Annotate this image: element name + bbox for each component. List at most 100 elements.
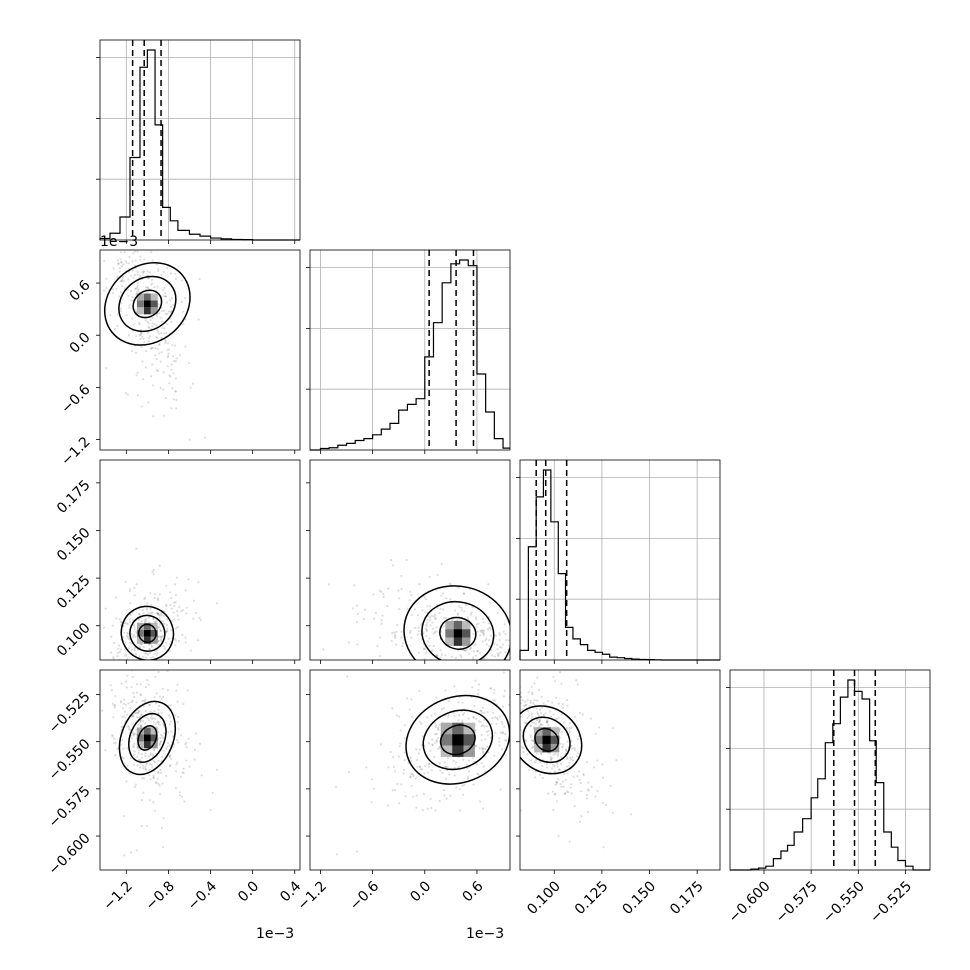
- scatter-point: [380, 619, 383, 622]
- scatter-point: [144, 686, 147, 689]
- scatter-point: [560, 713, 563, 716]
- scatter-point: [136, 711, 139, 715]
- scatter-point: [487, 622, 490, 625]
- scatter-point: [175, 407, 178, 410]
- scatter-point: [522, 750, 525, 754]
- scatter-point: [135, 665, 137, 667]
- scatter-point: [154, 354, 157, 357]
- scatter-point: [434, 741, 437, 745]
- scatter-point: [474, 616, 478, 619]
- scatter-point: [110, 635, 113, 638]
- scatter-point: [159, 741, 162, 744]
- scatter-point: [435, 626, 438, 629]
- scatter-point: [157, 599, 160, 602]
- scatter-point: [463, 712, 466, 715]
- scatter-point: [392, 564, 395, 567]
- scatter-point: [127, 334, 130, 337]
- scatter-point: [198, 742, 202, 746]
- scatter-point: [167, 731, 170, 734]
- scatter-point: [394, 636, 397, 639]
- scatter-point: [480, 629, 483, 632]
- scatter-point: [147, 340, 150, 343]
- scatter-point: [166, 356, 169, 359]
- scatter-point: [458, 714, 461, 717]
- scatter-point: [356, 604, 359, 607]
- scatter-point: [112, 657, 115, 660]
- scatter-point: [147, 755, 150, 758]
- scatter-point: [163, 622, 166, 626]
- scatter-point: [143, 699, 146, 702]
- scatter-point: [466, 763, 469, 766]
- scatter-point: [182, 771, 185, 774]
- scatter-point: [173, 601, 176, 604]
- scatter-point: [571, 747, 574, 750]
- scatter-point: [169, 305, 173, 308]
- scatter-point: [565, 749, 568, 752]
- scatter-point: [435, 653, 438, 657]
- scatter-point: [504, 739, 508, 742]
- scatter-point: [158, 332, 161, 336]
- scatter-point: [533, 721, 536, 724]
- scatter-point: [382, 595, 385, 599]
- scatter-point: [103, 289, 106, 292]
- scatter-point: [609, 784, 612, 787]
- scatter-point: [570, 744, 573, 748]
- hist-panel-1: [306, 249, 511, 454]
- scatter-point: [564, 778, 567, 781]
- scatter-point: [167, 310, 170, 313]
- scatter-point: [161, 634, 164, 637]
- scatter-point: [153, 696, 156, 699]
- scatter-point: [467, 717, 470, 720]
- contour-line: [439, 724, 476, 756]
- scatter-point: [496, 611, 499, 615]
- scatter-point: [511, 634, 513, 636]
- scatter-point: [471, 606, 474, 609]
- scatter-point: [138, 665, 140, 667]
- scatter-point: [487, 666, 489, 668]
- scatter-point: [168, 755, 171, 758]
- scatter-point: [408, 708, 411, 711]
- scatter-point: [478, 651, 481, 655]
- scatter-point: [463, 649, 466, 652]
- scatter-point: [540, 764, 544, 768]
- scatter-point: [585, 797, 589, 800]
- scatter-point: [184, 589, 187, 592]
- density-block: [150, 636, 158, 644]
- panel-bg: [520, 460, 720, 660]
- scatter-point: [165, 605, 168, 608]
- scatter-point: [170, 629, 173, 632]
- scatter-point: [561, 780, 565, 783]
- scatter-point: [422, 632, 425, 636]
- scatter-point: [198, 616, 201, 620]
- scatter-point: [130, 701, 133, 704]
- scatter-point: [130, 851, 133, 854]
- scatter-point: [120, 620, 123, 623]
- scatter-point: [477, 688, 480, 692]
- scatter-point: [428, 575, 431, 578]
- scatter-point: [145, 350, 148, 353]
- scatter-point: [512, 697, 514, 699]
- scatter-point: [481, 807, 485, 810]
- scatter-point: [162, 270, 165, 274]
- scatter-point: [540, 752, 543, 756]
- scatter-point: [157, 771, 160, 774]
- scatter-point: [545, 721, 548, 724]
- scatter-point: [581, 713, 584, 716]
- scatter-point: [550, 759, 553, 762]
- scatter-point: [126, 632, 130, 635]
- scatter-point: [512, 692, 514, 694]
- scatter-point: [122, 263, 125, 266]
- scatter-point: [150, 611, 153, 614]
- scatter-point: [558, 727, 562, 731]
- scatter-point: [165, 641, 168, 644]
- scatter-point: [197, 318, 200, 321]
- scatter-point: [435, 739, 438, 742]
- scatter-point: [129, 274, 133, 277]
- scatter-point: [423, 772, 426, 775]
- scatter-point: [552, 675, 555, 679]
- scatter-point: [168, 649, 171, 652]
- scatter-point: [158, 616, 161, 619]
- scatter-point: [424, 611, 427, 614]
- scatter-point: [129, 602, 132, 605]
- scatter-point: [516, 666, 518, 668]
